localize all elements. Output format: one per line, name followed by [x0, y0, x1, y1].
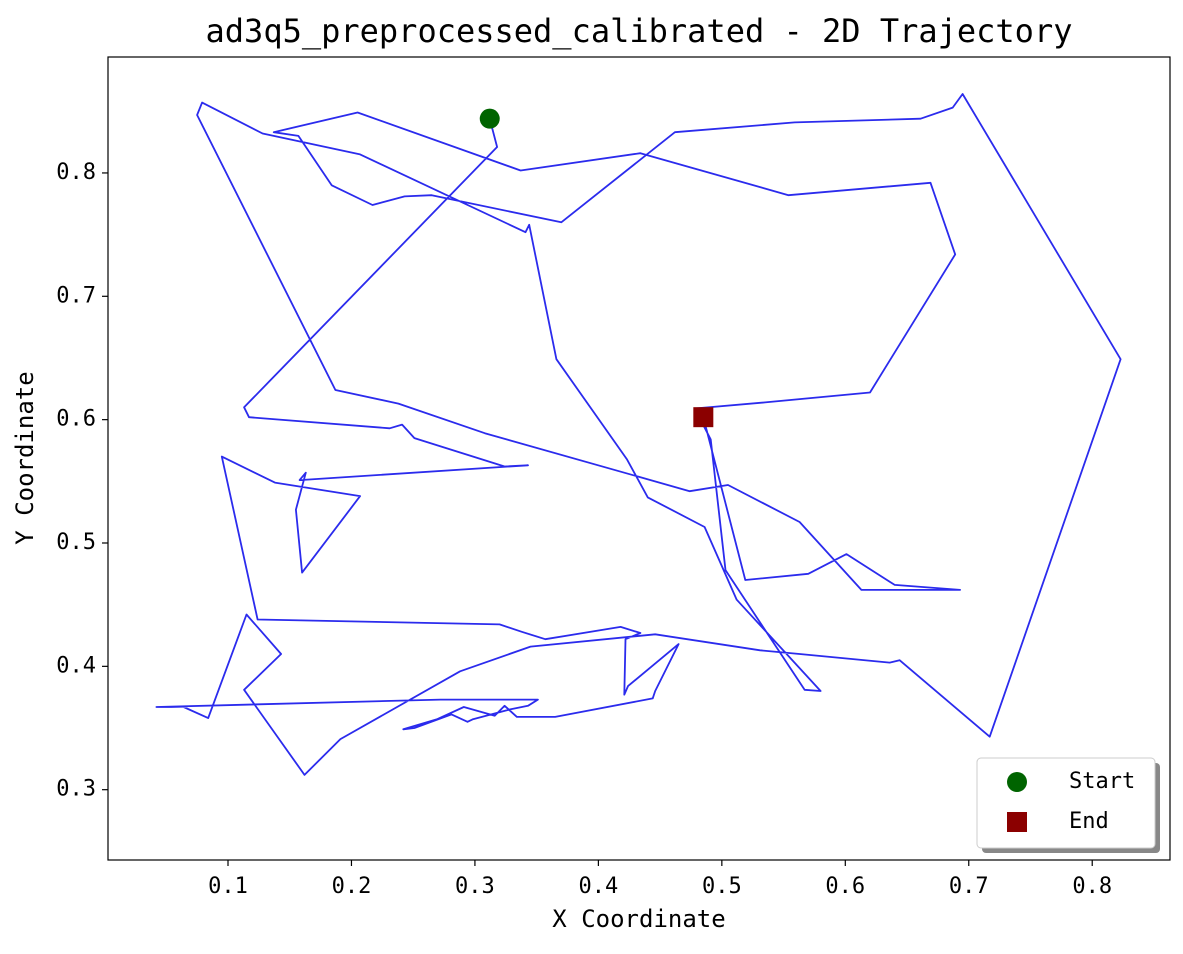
x-tick-label: 0.4: [579, 874, 619, 899]
y-tick-label: 0.3: [56, 777, 96, 802]
x-axis-label: X Coordinate: [552, 905, 725, 933]
plot-frame: [107, 56, 1171, 861]
legend-marker: [1007, 772, 1027, 792]
x-tick-label: 0.8: [1072, 874, 1112, 899]
trajectory-line: [155, 93, 1122, 776]
x-tick-label: 0.3: [455, 874, 495, 899]
y-tick-label: 0.4: [56, 653, 96, 678]
legend-marker: [1007, 812, 1027, 832]
x-tick-label: 0.7: [949, 874, 989, 899]
start-marker: [479, 108, 500, 129]
chart-title: ad3q5_preprocessed_calibrated - 2D Traje…: [206, 12, 1073, 50]
x-tick-label: 0.1: [208, 874, 248, 899]
x-tick-label: 0.6: [825, 874, 865, 899]
y-tick-label: 0.8: [56, 160, 96, 185]
x-tick-label: 0.5: [702, 874, 742, 899]
y-tick-label: 0.5: [56, 530, 96, 555]
x-tick-label: 0.2: [332, 874, 372, 899]
legend: Start End: [976, 757, 1160, 853]
y-tick-label: 0.7: [56, 283, 96, 308]
y-axis-label: Y Coordinate: [11, 371, 39, 544]
legend-label: Start: [1069, 769, 1135, 794]
y-tick-label: 0.6: [56, 407, 96, 432]
legend-label: End: [1069, 809, 1109, 834]
end-marker: [693, 407, 714, 428]
